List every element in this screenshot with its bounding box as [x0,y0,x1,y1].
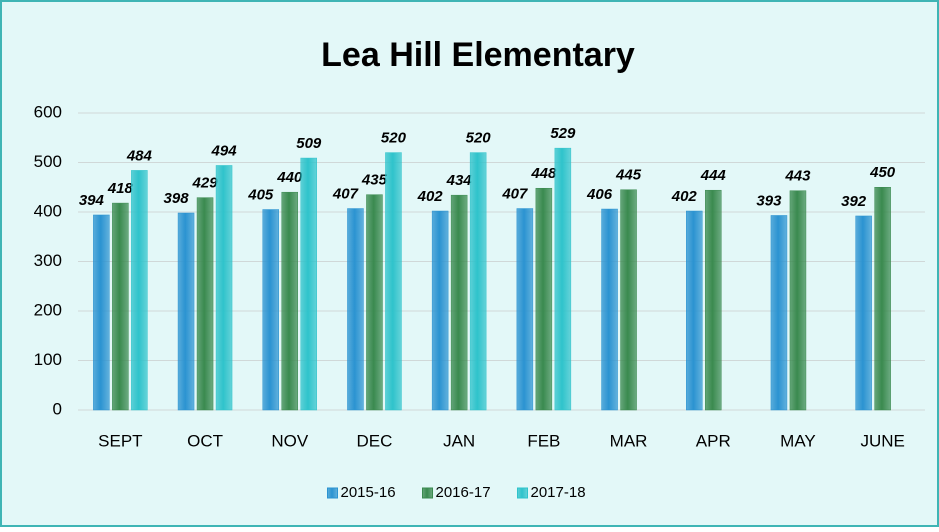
value-label: 450 [869,164,896,181]
y-tick-label: 400 [34,201,62,220]
y-tick-label: 300 [34,251,62,270]
bar [789,190,807,411]
x-tick-label: MAR [610,431,648,450]
bar [196,197,214,411]
y-tick-label: 0 [53,399,62,418]
value-label: 405 [247,186,274,203]
x-tick-label: OCT [187,431,223,450]
x-tick-label: MAY [780,431,816,450]
legend-label: 2016-17 [436,484,491,501]
value-label: 394 [79,192,105,209]
bar [366,194,383,411]
value-label: 509 [296,135,322,152]
chart-title: Lea Hill Elementary [321,36,635,74]
value-label: 434 [446,172,473,189]
bar [215,165,233,411]
value-label: 440 [276,169,303,186]
value-label: 444 [700,167,727,184]
bar [516,208,534,411]
value-label: 443 [784,168,811,185]
value-label: 402 [417,188,444,205]
value-label: 520 [381,130,407,147]
bar [620,189,637,411]
bar [300,157,317,411]
x-tick-label: DEC [356,431,392,450]
value-label: 407 [501,186,528,203]
bar [686,210,703,411]
value-label: 445 [615,167,642,184]
value-label: 402 [671,188,698,205]
value-label: 393 [756,192,782,209]
value-label: 407 [332,186,359,203]
bar [450,194,468,411]
bar [112,202,129,411]
value-label: 392 [841,193,867,210]
x-tick-label: SEPT [98,431,142,450]
bar [554,147,572,411]
value-label: 529 [550,125,576,142]
bar [705,189,722,411]
bar [855,215,872,411]
y-tick-label: 200 [34,300,62,319]
bar [93,214,110,411]
bar [431,210,449,411]
legend-label: 2017-18 [531,484,586,501]
legend-swatch [327,487,338,499]
y-tick-label: 100 [34,350,62,369]
x-tick-label: NOV [271,431,309,450]
y-tick-label: 600 [34,102,62,121]
value-label: 406 [586,186,613,203]
value-label: 429 [192,175,219,192]
bar [281,191,298,411]
value-label: 418 [107,180,134,197]
value-label: 448 [530,165,557,182]
x-tick-label: APR [696,431,731,450]
x-tick-label: JAN [443,431,475,450]
value-label: 494 [211,142,238,159]
value-label: 520 [466,130,492,147]
legend-swatch [517,487,528,499]
x-tick-label: FEB [527,431,560,450]
x-tick-label: JUNE [860,431,904,450]
bar [770,215,788,411]
bar [262,209,279,411]
bar [601,208,618,411]
legend-swatch [422,487,433,499]
value-label: 398 [164,190,190,207]
value-label: 484 [126,147,153,164]
bar [385,152,402,411]
y-tick-label: 500 [34,152,62,171]
legend-label: 2015-16 [341,484,396,501]
bar [535,187,553,411]
value-label: 435 [361,172,388,189]
bar [874,187,891,411]
bar [347,208,364,411]
bar [177,212,195,411]
bar [469,152,487,411]
bar [131,170,148,411]
